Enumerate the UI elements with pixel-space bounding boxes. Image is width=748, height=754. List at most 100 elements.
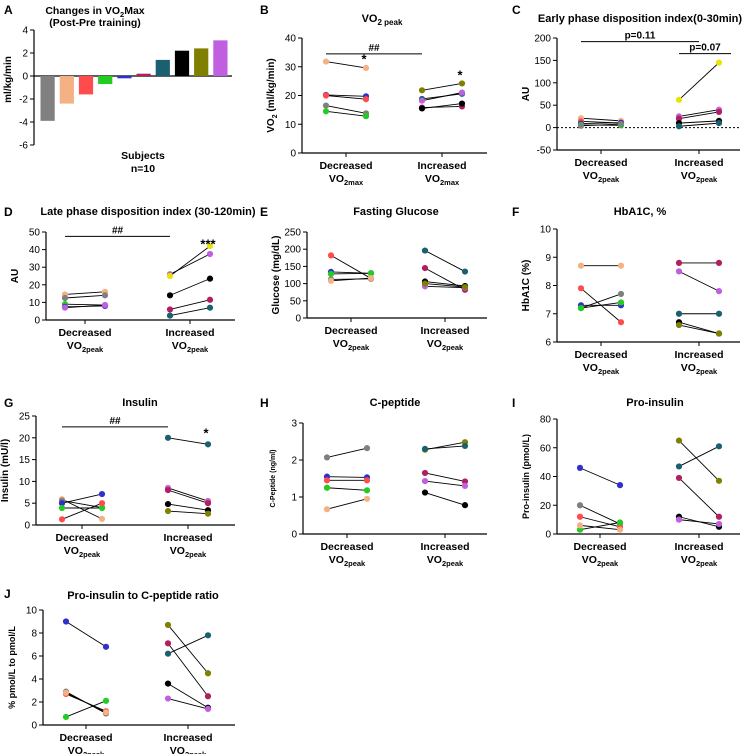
pre-point xyxy=(58,516,66,523)
chart-panel-h: H C-peptide 0 1 2 3 C-Peptide (ng/ml) Decreased… xyxy=(260,396,487,568)
paired-line xyxy=(167,503,209,511)
significance-label: ## xyxy=(368,43,380,54)
post-point xyxy=(206,275,214,282)
chart-title: Late phase disposition index (30-120min) xyxy=(40,206,255,218)
post-point xyxy=(715,330,723,337)
x-group-label: Decreased xyxy=(574,157,627,169)
chart-panel-d: D Late phase disposition index (30-120min… xyxy=(4,205,256,354)
post-point xyxy=(458,80,466,87)
significance-label: p=0.11 xyxy=(625,31,656,42)
paired-line xyxy=(424,480,466,487)
panel-letter: A xyxy=(4,3,13,17)
x-group-label: Increased xyxy=(674,541,723,553)
paired-line xyxy=(421,103,463,109)
post-point xyxy=(715,259,723,266)
pre-point xyxy=(166,312,174,319)
y-axis-label: % pmol/L to pmol/L xyxy=(7,626,17,709)
y-axis-label: HbA1C (%) xyxy=(521,260,532,312)
y-tick-label: 100 xyxy=(284,279,301,290)
y-tick-label: 4 xyxy=(31,675,37,686)
bar xyxy=(40,76,55,121)
paired-line xyxy=(678,445,720,467)
pre-point xyxy=(61,304,69,311)
y-tick-label: 10 xyxy=(285,120,297,131)
pre-point xyxy=(675,123,683,130)
pre-point xyxy=(323,454,331,461)
y-tick-label: 0 xyxy=(545,530,551,541)
y-tick-label: 20 xyxy=(540,501,552,512)
pre-point xyxy=(577,122,585,129)
pre-point xyxy=(62,618,70,625)
panel-letter: C xyxy=(512,3,521,17)
x-group-label: Decreased xyxy=(574,349,627,361)
chart-panel-i: I Pro-insulin 0 20 40 60 80 Pro-insulin (pmol/L… xyxy=(512,396,740,568)
paired-line xyxy=(424,283,466,288)
paired-line xyxy=(167,634,209,655)
x-group-sublabel: VO2peak xyxy=(681,170,718,184)
pre-point xyxy=(675,321,683,329)
post-point xyxy=(204,705,212,713)
x-group-label: Increased xyxy=(420,541,469,553)
chart-panel-a: A Changes in VO2Max(Post-Pre training) -6 -… xyxy=(3,3,232,175)
pre-point xyxy=(166,272,174,280)
y-tick-label: 0 xyxy=(31,721,37,732)
pre-point xyxy=(322,92,330,99)
post-point xyxy=(362,113,370,120)
paired-line xyxy=(326,447,368,458)
pre-point xyxy=(58,500,66,507)
pre-point xyxy=(322,58,330,65)
paired-line xyxy=(64,291,106,295)
post-point xyxy=(458,89,466,96)
y-tick-label: 6 xyxy=(31,652,37,663)
paired-line xyxy=(678,270,720,292)
post-point xyxy=(206,296,214,303)
paired-line xyxy=(169,307,211,317)
post-point xyxy=(461,502,469,509)
x-group-sublabel: VO2max xyxy=(329,173,364,187)
paired-line xyxy=(678,440,720,482)
pre-point xyxy=(323,484,331,491)
post-point xyxy=(102,643,110,650)
y-tick-label: 10 xyxy=(26,606,38,617)
y-tick-label: 7 xyxy=(545,309,551,320)
y-tick-label: 60 xyxy=(540,443,552,454)
pre-point xyxy=(421,477,429,485)
pre-point xyxy=(675,474,683,482)
paired-line xyxy=(678,120,720,124)
paired-line xyxy=(167,437,209,445)
y-tick-label: 6 xyxy=(545,338,551,349)
paired-line xyxy=(678,122,720,127)
chart-title: VO2 peak xyxy=(362,13,403,27)
pre-point xyxy=(675,268,683,275)
post-point xyxy=(363,445,371,452)
pre-point xyxy=(323,477,331,484)
post-point xyxy=(98,504,106,512)
post-point xyxy=(461,283,469,291)
paired-line xyxy=(580,302,622,309)
pre-point xyxy=(322,108,330,115)
paired-line xyxy=(421,92,463,102)
post-point xyxy=(204,670,212,677)
paired-line xyxy=(579,467,621,486)
x-group-sublabel: VO2peak xyxy=(333,338,370,352)
panel-letter: J xyxy=(4,587,11,601)
pre-point xyxy=(577,305,585,312)
y-tick-label: 150 xyxy=(534,56,551,67)
pre-point xyxy=(164,650,172,657)
paired-line xyxy=(678,62,720,101)
y-axis-label: AU xyxy=(10,269,21,283)
y-tick-label: 2 xyxy=(31,698,37,709)
paired-line xyxy=(424,492,466,506)
y-tick-label: 30 xyxy=(29,263,41,274)
x-group-label: Decreased xyxy=(319,160,372,172)
chart-panel-g: G Insulin 0 5 10 15 20 25 Insulin (mU/l) Decrease… xyxy=(0,396,235,559)
paired-line xyxy=(326,498,368,510)
paired-line xyxy=(326,487,368,491)
post-point xyxy=(363,495,371,502)
pre-point xyxy=(577,285,585,292)
x-group-sublabel: VO2peak xyxy=(681,362,718,376)
paired-line xyxy=(579,524,621,531)
post-point xyxy=(616,482,624,489)
paired-line xyxy=(678,324,720,334)
significance-marker: * xyxy=(457,67,463,82)
